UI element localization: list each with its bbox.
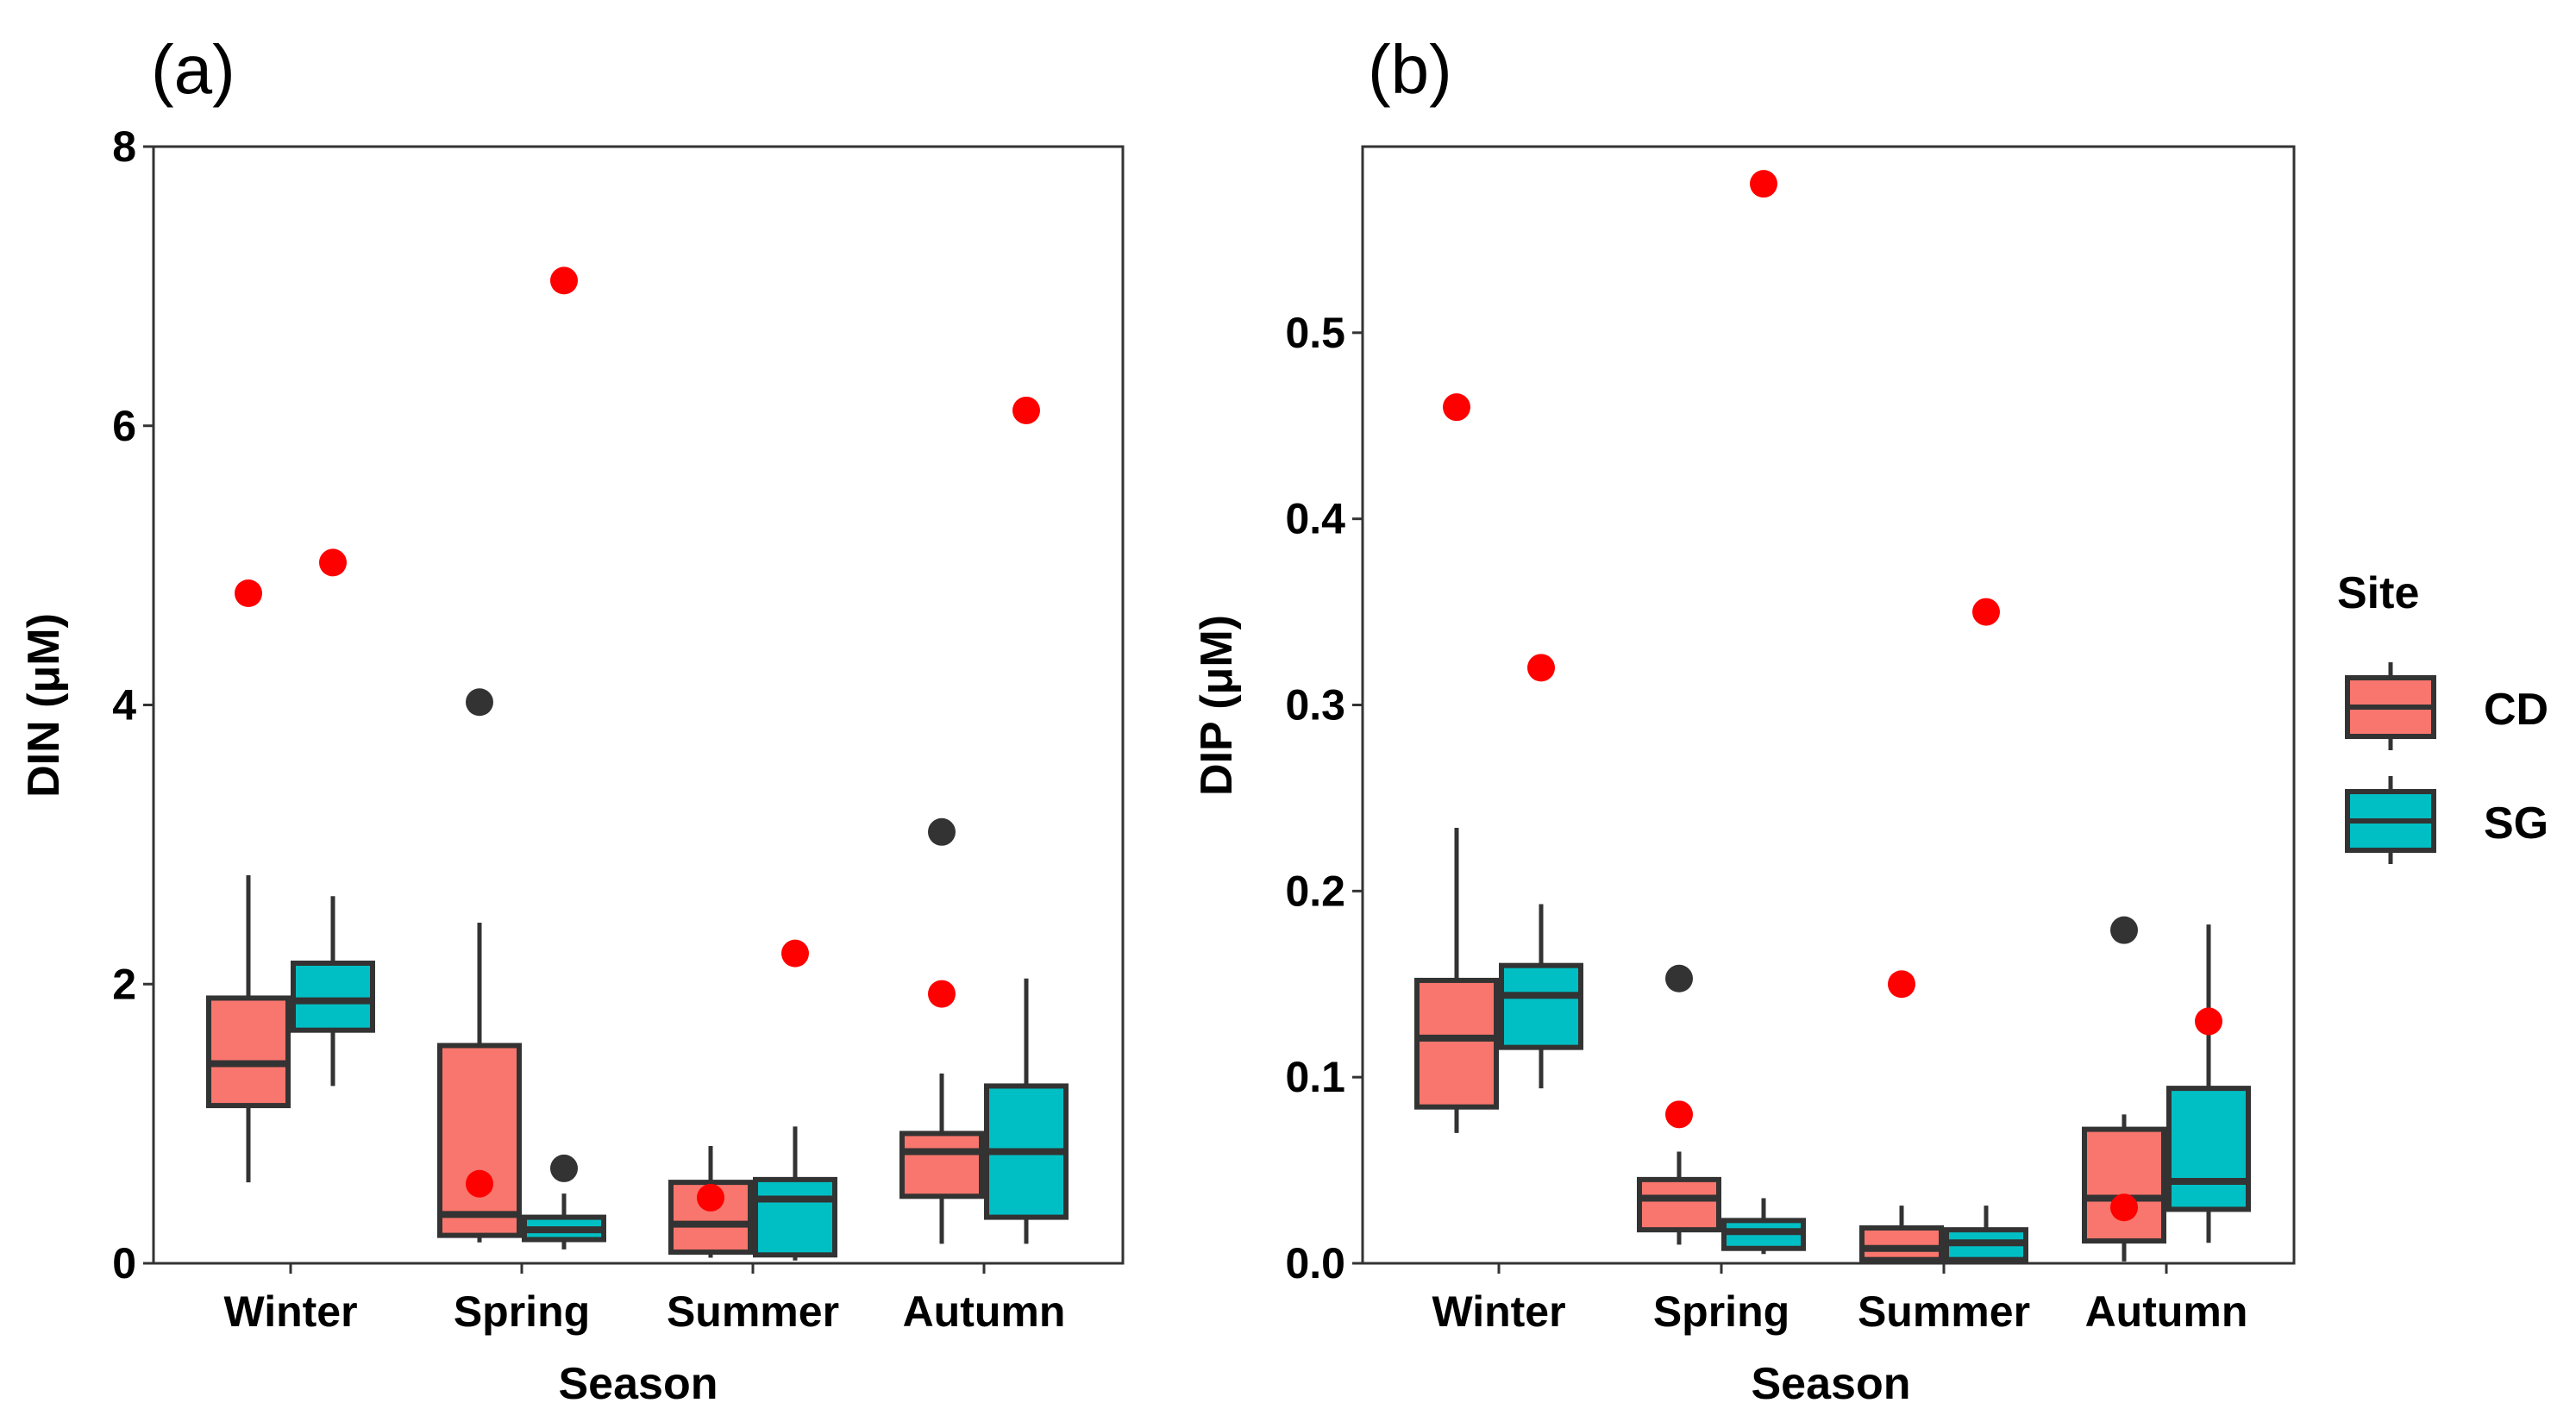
highlight-point-b-sg-autumn bbox=[2195, 1007, 2222, 1036]
y-tick-label-a-0: 0 bbox=[112, 1239, 136, 1287]
y-tick-label-b-3: 0.3 bbox=[1285, 681, 1345, 730]
x-axis-title-b: Season bbox=[1752, 1359, 1911, 1409]
highlight-point-b-sg-winter bbox=[1527, 654, 1555, 682]
panel-b-y-axis: 0.0 0.1 0.2 0.3 0.4 0.5 bbox=[1285, 309, 1363, 1287]
highlight-point-a-cd-spring bbox=[466, 1169, 493, 1198]
highlight-point-a-sg-autumn bbox=[1012, 396, 1040, 424]
x-tick-label-b-winter: Winter bbox=[1432, 1287, 1565, 1336]
panel-a-frame bbox=[152, 145, 1125, 1265]
x-tick-label-a-spring: Spring bbox=[454, 1287, 590, 1336]
box-b-cd-autumn bbox=[2082, 1126, 2166, 1244]
panel-a: (a) 0 2 4 6 8 Winter Spring Summer Autumn Seaso… bbox=[19, 31, 1125, 1409]
y-tick-label-a-1: 2 bbox=[112, 960, 136, 1008]
legend-item-cd: CD bbox=[2345, 662, 2548, 750]
panel-a-marks bbox=[206, 266, 1069, 1261]
legend-label-sg: SG bbox=[2484, 799, 2548, 849]
y-tick-label-b-1: 0.1 bbox=[1285, 1053, 1345, 1101]
outlier-a-cd-autumn-0 bbox=[928, 817, 956, 846]
highlight-point-a-sg-winter bbox=[319, 548, 347, 577]
highlight-point-a-cd-summer bbox=[697, 1183, 724, 1212]
highlight-point-b-cd-winter bbox=[1443, 393, 1470, 422]
y-tick-label-b-4: 0.4 bbox=[1285, 495, 1345, 543]
highlight-point-a-sg-spring bbox=[550, 266, 578, 295]
highlight-point-b-cd-autumn bbox=[2110, 1193, 2138, 1222]
highlight-point-a-cd-winter bbox=[235, 579, 262, 607]
y-tick-label-b-2: 0.2 bbox=[1285, 867, 1345, 915]
panel-label-a: (a) bbox=[151, 31, 235, 108]
outlier-a-sg-spring-0 bbox=[550, 1154, 578, 1182]
legend: Site CD SG bbox=[2337, 568, 2548, 864]
box-b-cd-summer bbox=[1859, 1224, 1944, 1262]
box-a-sg-summer bbox=[753, 1176, 837, 1258]
box-b-cd-winter bbox=[1414, 977, 1499, 1110]
legend-title: Site bbox=[2337, 568, 2419, 618]
panel-b-x-axis: Winter Spring Summer Autumn bbox=[1432, 1263, 2247, 1336]
panel-b-frame bbox=[1361, 145, 2296, 1265]
x-tick-label-b-autumn: Autumn bbox=[2085, 1287, 2248, 1336]
box-a-cd-winter bbox=[206, 995, 291, 1109]
box-b-sg-winter bbox=[1499, 962, 1583, 1050]
box-a-sg-winter bbox=[291, 960, 375, 1033]
highlight-point-b-cd-spring bbox=[1665, 1100, 1693, 1129]
panel-b-marks bbox=[1414, 170, 2251, 1262]
outlier-b-cd-autumn-0 bbox=[2110, 916, 2138, 944]
highlight-point-b-sg-summer bbox=[1972, 598, 2000, 626]
box-a-cd-autumn bbox=[899, 1130, 984, 1199]
x-tick-label-a-summer: Summer bbox=[667, 1287, 839, 1336]
outlier-b-cd-spring-0 bbox=[1665, 964, 1693, 993]
x-tick-label-a-autumn: Autumn bbox=[903, 1287, 1066, 1336]
y-axis-title-b: DIP (μM) bbox=[1192, 615, 1242, 796]
highlight-point-a-sg-summer bbox=[781, 939, 809, 968]
x-axis-title-a: Season bbox=[559, 1359, 718, 1409]
highlight-point-a-cd-autumn bbox=[928, 980, 956, 1008]
panel-a-x-axis: Winter Spring Summer Autumn bbox=[223, 1263, 1065, 1336]
box-b-sg-autumn bbox=[2166, 1086, 2251, 1212]
y-tick-label-b-5: 0.5 bbox=[1285, 309, 1345, 357]
y-tick-label-a-3: 6 bbox=[112, 402, 136, 450]
highlight-point-b-sg-spring bbox=[1750, 170, 1777, 198]
y-tick-label-a-4: 8 bbox=[112, 122, 136, 171]
box-b-cd-spring bbox=[1637, 1176, 1721, 1233]
y-tick-label-a-2: 4 bbox=[112, 681, 136, 730]
panel-label-b: (b) bbox=[1368, 31, 1452, 108]
box-a-cd-spring bbox=[437, 1043, 522, 1238]
highlight-point-b-cd-summer bbox=[1888, 970, 1915, 999]
legend-item-sg: SG bbox=[2345, 776, 2548, 864]
x-tick-label-b-spring: Spring bbox=[1653, 1287, 1789, 1336]
panel-b: (b) 0.0 0.1 0.2 0.3 0.4 0.5 Winter Spring Summe… bbox=[1192, 31, 2296, 1409]
legend-label-cd: CD bbox=[2484, 685, 2548, 735]
panel-a-y-axis: 0 2 4 6 8 bbox=[112, 122, 154, 1287]
outlier-a-cd-spring-0 bbox=[466, 688, 493, 717]
y-axis-title-a: DIN (μM) bbox=[19, 613, 69, 798]
x-tick-label-b-summer: Summer bbox=[1858, 1287, 2030, 1336]
y-tick-label-b-0: 0.0 bbox=[1285, 1239, 1345, 1287]
x-tick-label-a-winter: Winter bbox=[223, 1287, 357, 1336]
